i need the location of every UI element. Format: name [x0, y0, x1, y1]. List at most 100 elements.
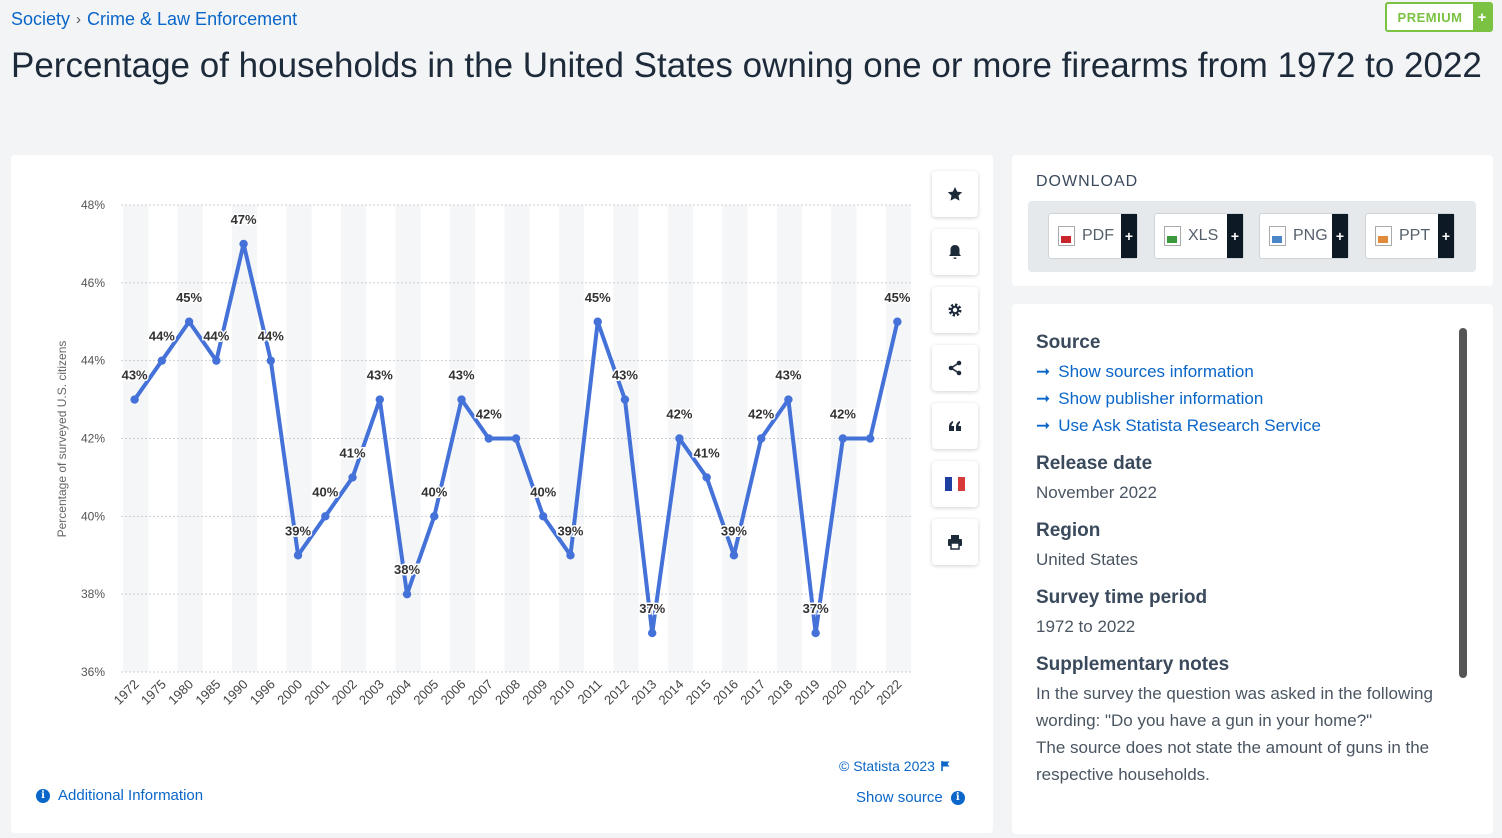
y-tick-label: 40% [81, 509, 105, 523]
data-point [130, 395, 139, 404]
ask-statista-link[interactable]: ➞ Use Ask Statista Research Service [1036, 412, 1446, 439]
data-point [702, 473, 711, 482]
data-label: 44% [258, 329, 284, 344]
x-tick-label: 2020 [819, 677, 850, 708]
data-label: 43% [367, 368, 393, 383]
chart-card: 48% 46% 44% 42% 40% 38% 36% Percentage of surve… [11, 155, 993, 833]
scrollbar[interactable] [1459, 328, 1467, 808]
download-pdf-button[interactable]: PDF + [1048, 213, 1138, 259]
x-tick-label: 1996 [247, 677, 278, 708]
data-label: 44% [203, 329, 229, 344]
x-tick-label: 2002 [329, 677, 360, 708]
data-point [566, 551, 575, 560]
xls-file-icon [1164, 226, 1181, 246]
x-tick-label: 2016 [710, 677, 741, 708]
x-tick-label: 2012 [601, 677, 632, 708]
region-heading: Region [1036, 520, 1101, 541]
data-point [402, 589, 412, 599]
favorite-button[interactable] [932, 171, 978, 217]
column-band [395, 205, 421, 672]
data-label: 39% [285, 523, 311, 538]
x-tick-label: 2005 [410, 677, 441, 708]
y-tick-label: 48% [81, 198, 105, 212]
flag-icon [945, 477, 965, 491]
download-bar: PDF + XLS + PNG + PPT + [1028, 201, 1476, 272]
cite-button[interactable] [932, 403, 978, 449]
premium-button[interactable]: PREMIUM + [1385, 2, 1493, 32]
gear-icon [948, 303, 962, 317]
bell-icon [949, 245, 961, 259]
download-ppt-button[interactable]: PPT + [1365, 213, 1455, 259]
data-label: 45% [884, 290, 910, 305]
x-tick-label: 1990 [220, 677, 251, 708]
show-publisher-label: Show publisher information [1058, 389, 1264, 408]
show-sources-label: Show sources information [1058, 362, 1254, 381]
data-point [511, 434, 521, 443]
share-button[interactable] [932, 345, 978, 391]
data-point [321, 512, 330, 521]
data-point [838, 434, 848, 443]
notification-button[interactable] [932, 229, 978, 275]
survey-period-heading: Survey time period [1036, 587, 1208, 608]
breadcrumb: Society › Crime & Law Enforcement [11, 9, 297, 30]
data-point [293, 551, 303, 560]
info-content: Source ➞ Show sources information ➞ Show p… [1036, 332, 1446, 802]
data-label: 41% [694, 445, 720, 460]
data-label: 37% [803, 601, 829, 616]
print-button[interactable] [932, 519, 978, 565]
data-point [893, 317, 902, 326]
data-label: 39% [557, 523, 583, 538]
show-source-link[interactable]: Show source i [856, 789, 965, 806]
star-icon [947, 187, 963, 201]
copyright[interactable]: © Statista 2023 [839, 758, 951, 774]
download-xls-button[interactable]: XLS + [1154, 213, 1244, 259]
x-tick-label: 2021 [846, 677, 877, 708]
data-point [212, 356, 221, 365]
show-source-label: Show source [856, 789, 943, 806]
download-plus: + [1438, 214, 1454, 258]
y-tick-label: 42% [81, 432, 105, 446]
copyright-text: © Statista 2023 [839, 758, 935, 774]
additional-information-link[interactable]: i Additional Information [36, 787, 203, 804]
column-band [558, 205, 585, 672]
x-tick-label: 1985 [192, 677, 223, 708]
supplementary-notes-heading: Supplementary notes [1036, 654, 1230, 675]
show-publisher-link[interactable]: ➞ Show publisher information [1036, 385, 1446, 412]
x-tick-label: 2008 [492, 677, 523, 708]
data-label: 47% [231, 212, 257, 227]
data-label: 40% [530, 484, 556, 499]
x-tick-label: 2017 [737, 677, 768, 708]
download-ppt-label: PPT [1399, 227, 1431, 244]
data-label: 37% [639, 601, 665, 616]
data-label: 45% [585, 290, 611, 305]
data-label: 41% [340, 445, 366, 460]
data-label: 44% [149, 329, 175, 344]
download-pdf-label: PDF [1082, 227, 1114, 244]
x-tick-label: 2011 [574, 677, 604, 707]
data-label: 43% [775, 368, 801, 383]
settings-button[interactable] [932, 287, 978, 333]
flag-report-icon [941, 761, 950, 771]
page-title: Percentage of households in the United S… [11, 46, 1482, 85]
breadcrumb-crime[interactable]: Crime & Law Enforcement [87, 9, 298, 29]
data-point [756, 434, 766, 443]
x-tick-label: 2019 [792, 677, 823, 708]
scrollbar-thumb[interactable] [1459, 328, 1467, 678]
source-heading: Source [1036, 332, 1101, 353]
y-tick-label: 36% [81, 665, 105, 679]
ask-statista-label: Use Ask Statista Research Service [1058, 416, 1321, 435]
x-tick-label: 1975 [138, 677, 169, 708]
language-button[interactable] [932, 461, 978, 507]
data-point [648, 628, 657, 638]
pdf-file-icon [1058, 226, 1075, 246]
x-tick-label: 2015 [683, 677, 714, 708]
x-tick-label: 2022 [873, 677, 904, 708]
column-band [123, 205, 149, 672]
show-sources-link[interactable]: ➞ Show sources information [1036, 358, 1446, 385]
data-label: 40% [312, 484, 338, 499]
data-label: 42% [476, 407, 502, 422]
download-png-button[interactable]: PNG + [1259, 213, 1349, 259]
data-point [157, 356, 167, 365]
info-icon: i [36, 788, 50, 803]
breadcrumb-society[interactable]: Society [11, 9, 71, 29]
